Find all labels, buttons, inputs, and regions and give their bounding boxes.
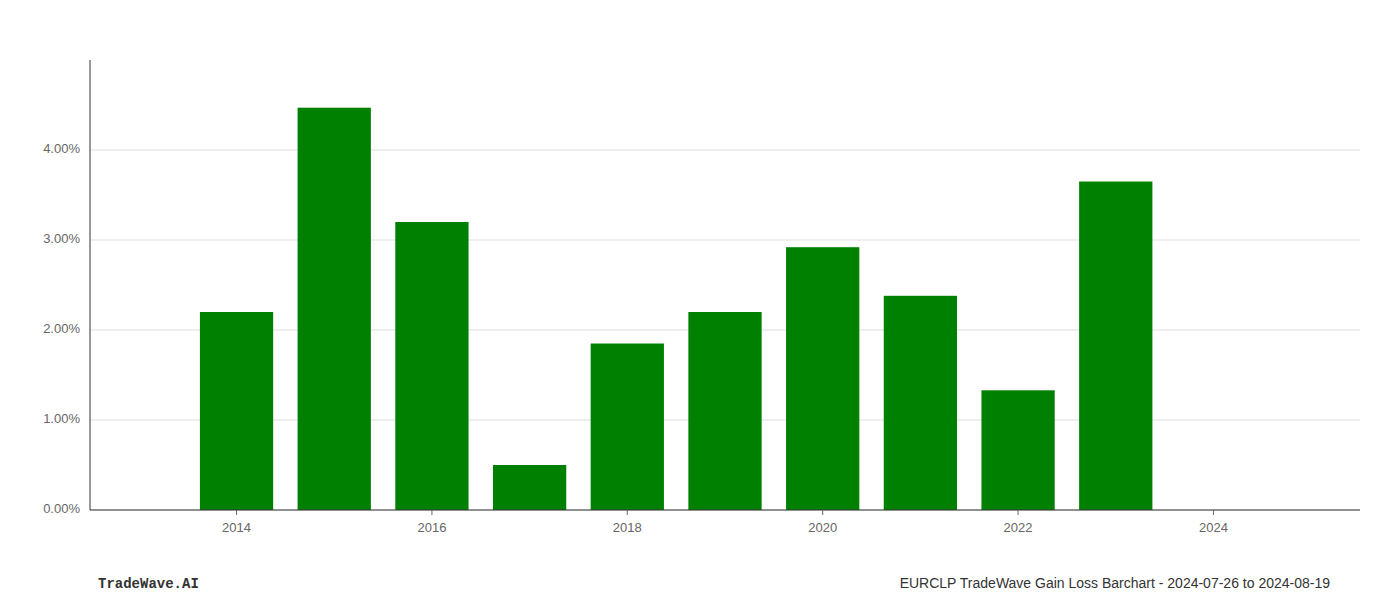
grid-line [90,240,1360,241]
x-tick [1213,510,1214,515]
grid-line [90,510,1360,511]
y-grid [90,150,1360,510]
y-tick-label: 4.00% [43,141,80,156]
x-tick [236,510,237,515]
x-tick-label: 2018 [613,520,642,535]
bars [200,108,1153,510]
bar [786,247,859,510]
x-tick-label: 2016 [417,520,446,535]
x-tick-label: 2020 [808,520,837,535]
background [0,0,1400,600]
bar [884,296,957,510]
bar [981,390,1054,510]
footer-right: EURCLP TradeWave Gain Loss Barchart - 20… [900,575,1331,591]
x-axis-line [90,510,1360,511]
y-axis-line [90,60,91,510]
x-tick [822,510,823,515]
bar [200,312,273,510]
x-tick-label: 2024 [1199,520,1228,535]
bar [688,312,761,510]
y-axis: 0.00% 1.00% 2.00% 3.00% 4.00% [43,60,90,516]
bar [1079,182,1152,511]
y-tick-label: 3.00% [43,231,80,246]
bar [591,344,664,511]
grid-line [90,150,1360,151]
x-tick [431,510,432,515]
y-tick-label: 1.00% [43,411,80,426]
y-tick-label: 2.00% [43,321,80,336]
chart-svg: 0.00% 1.00% 2.00% 3.00% 4.00% 2014 2016 2018 202… [0,0,1400,600]
x-axis: 2014 2016 2018 2020 2022 2024 [90,510,1360,535]
bar [395,222,468,510]
x-tick [627,510,628,515]
bar [298,108,371,510]
bar [493,465,566,510]
x-tick-label: 2014 [222,520,251,535]
y-tick-label: 0.00% [43,501,80,516]
x-tick [1018,510,1019,515]
footer-left: TradeWave.AI [98,576,199,592]
x-tick-label: 2022 [1004,520,1033,535]
chart-container: 0.00% 1.00% 2.00% 3.00% 4.00% 2014 2016 2018 202… [0,0,1400,600]
